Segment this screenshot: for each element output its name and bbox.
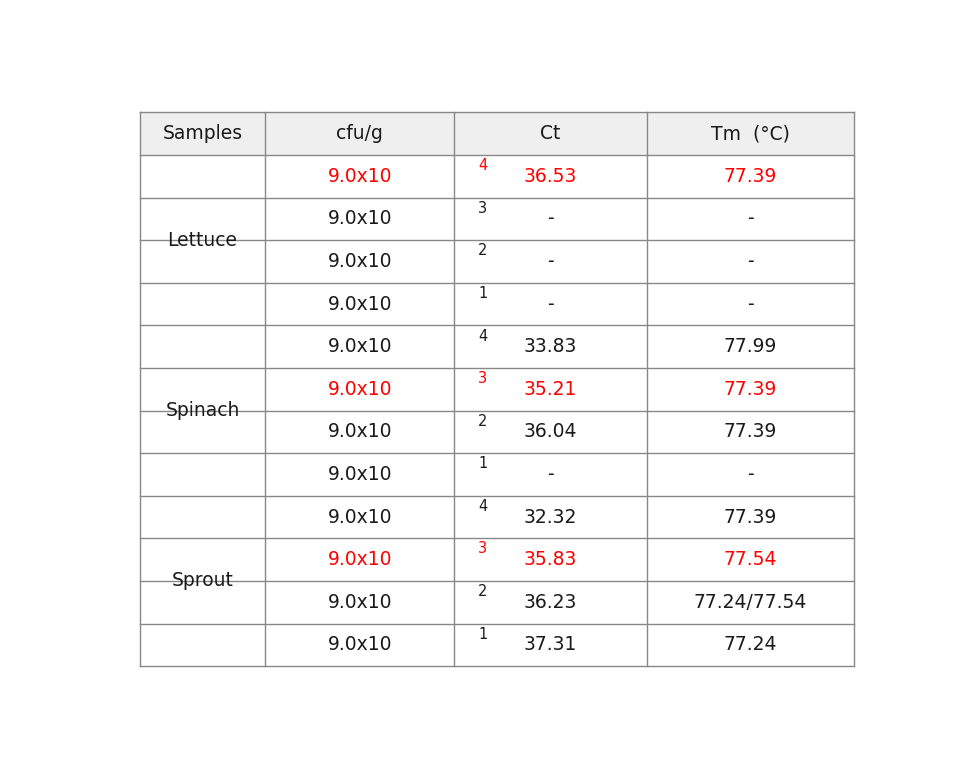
Text: 77.99: 77.99 (723, 337, 776, 356)
Text: 9.0x10: 9.0x10 (328, 465, 391, 484)
Text: 9.0x10: 9.0x10 (328, 295, 391, 314)
Text: 32.32: 32.32 (523, 507, 577, 526)
Text: 36.23: 36.23 (523, 593, 577, 612)
Text: -: - (547, 465, 553, 484)
Text: 9.0x10: 9.0x10 (328, 550, 391, 569)
Text: 3: 3 (478, 542, 487, 556)
Text: 36.04: 36.04 (523, 422, 577, 441)
Text: 36.53: 36.53 (523, 167, 577, 186)
Text: 3: 3 (478, 371, 487, 386)
Text: 4: 4 (478, 328, 487, 343)
Text: 35.21: 35.21 (523, 379, 577, 399)
Text: -: - (746, 210, 753, 229)
Text: 1: 1 (478, 456, 487, 471)
Text: 2: 2 (478, 243, 487, 259)
Text: 2: 2 (478, 584, 487, 599)
Text: 1: 1 (478, 286, 487, 301)
Text: 9.0x10: 9.0x10 (328, 337, 391, 356)
Text: Tm  (°C): Tm (°C) (710, 124, 790, 143)
Text: 3: 3 (478, 200, 487, 216)
Text: 9.0x10: 9.0x10 (328, 635, 391, 654)
Text: 77.39: 77.39 (723, 379, 776, 399)
Text: 77.24/77.54: 77.24/77.54 (693, 593, 806, 612)
Text: 9.0x10: 9.0x10 (328, 210, 391, 229)
Text: cfu/g: cfu/g (336, 124, 383, 143)
Text: 9.0x10: 9.0x10 (328, 593, 391, 612)
Text: 9.0x10: 9.0x10 (328, 507, 391, 526)
Text: Ct: Ct (540, 124, 560, 143)
Text: -: - (547, 295, 553, 314)
Text: -: - (746, 252, 753, 271)
Text: 2: 2 (478, 414, 487, 428)
Text: 77.24: 77.24 (723, 635, 776, 654)
Text: 33.83: 33.83 (523, 337, 577, 356)
Text: 4: 4 (478, 158, 487, 173)
Text: 77.39: 77.39 (723, 507, 776, 526)
Text: 77.39: 77.39 (723, 167, 776, 186)
Text: 4: 4 (478, 499, 487, 514)
Text: -: - (746, 295, 753, 314)
Text: 35.83: 35.83 (523, 550, 577, 569)
Text: Lettuce: Lettuce (168, 231, 237, 249)
Bar (140, 112, 854, 155)
Text: 77.54: 77.54 (723, 550, 776, 569)
Text: Sprout: Sprout (172, 571, 234, 591)
Text: 9.0x10: 9.0x10 (328, 252, 391, 271)
Text: Spinach: Spinach (165, 401, 239, 420)
Text: 77.39: 77.39 (723, 422, 776, 441)
Text: 9.0x10: 9.0x10 (328, 422, 391, 441)
Text: -: - (547, 210, 553, 229)
Text: 9.0x10: 9.0x10 (328, 167, 391, 186)
Text: -: - (547, 252, 553, 271)
Text: 37.31: 37.31 (523, 635, 577, 654)
Text: 9.0x10: 9.0x10 (328, 379, 391, 399)
Text: -: - (746, 465, 753, 484)
Text: Samples: Samples (162, 124, 242, 143)
Text: 1: 1 (478, 627, 487, 642)
